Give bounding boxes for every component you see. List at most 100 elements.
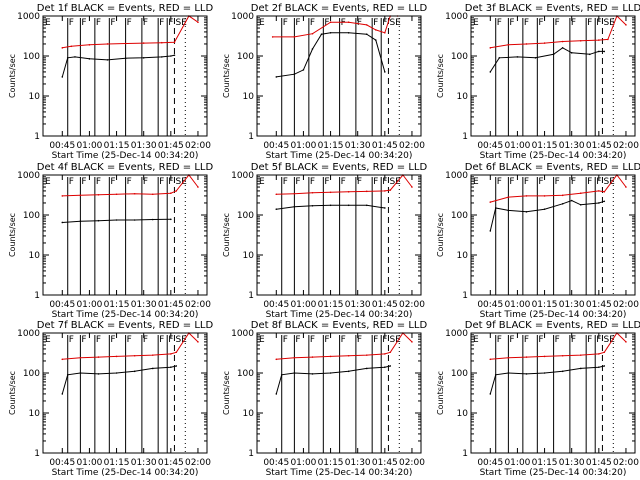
- y-tick-label: 100: [451, 211, 468, 221]
- data-point-black: [170, 218, 172, 221]
- data-point-red: [170, 353, 172, 355]
- data-point-black: [275, 76, 278, 78]
- y-tick-label: 1000: [445, 171, 468, 181]
- data-point-black: [329, 32, 332, 34]
- x-tick-label: 01:30: [345, 141, 371, 151]
- plot-frame: [42, 15, 208, 137]
- marker-f-label: F: [357, 18, 362, 28]
- data-point-red: [293, 36, 296, 38]
- data-point-black: [293, 73, 296, 76]
- x-tick-label: 02:00: [613, 458, 639, 468]
- x-axis-label: Start Time (25-Dec-14 00:34:20): [266, 151, 413, 161]
- data-point-black: [160, 56, 163, 58]
- data-point-black: [579, 367, 582, 370]
- marker-f-label: F: [159, 335, 164, 345]
- marker-e-label: E: [259, 177, 265, 187]
- data-point-red: [106, 43, 109, 45]
- marker-f-label: F: [341, 177, 346, 187]
- marker-f-label: F: [127, 335, 132, 345]
- data-point-black: [525, 211, 528, 213]
- plot-frame: [42, 174, 208, 296]
- marker-f-label: F: [373, 18, 378, 28]
- data-point-black: [494, 374, 497, 376]
- data-point-red: [170, 192, 172, 195]
- data-point-red: [374, 29, 377, 31]
- series-line-red: [276, 332, 413, 360]
- y-axis-label: Counts/sec: [436, 371, 445, 415]
- series-line-red: [62, 15, 199, 49]
- marker-f-label: F: [324, 177, 329, 187]
- data-point-black: [97, 373, 100, 375]
- x-tick-label: 01:45: [372, 300, 398, 310]
- x-tick-label: 01:15: [104, 300, 130, 310]
- marker-f-label: F: [497, 177, 502, 187]
- marker-f-label: F: [283, 335, 288, 345]
- y-tick-label: 1000: [445, 329, 468, 339]
- x-axis-label: Start Time (25-Dec-14 00:34:20): [52, 468, 199, 478]
- data-point-black: [603, 365, 606, 367]
- marker-se-label: SE: [603, 335, 615, 345]
- marker-f-label: F: [538, 335, 543, 345]
- y-axis-label: Counts/sec: [222, 213, 231, 257]
- data-point-red: [384, 353, 386, 355]
- data-point-black: [489, 230, 492, 232]
- y-tick-label: 100: [23, 369, 40, 379]
- data-point-red: [384, 32, 386, 34]
- data-point-black: [293, 372, 296, 374]
- data-point-black: [588, 53, 591, 56]
- marker-f-label: F: [69, 18, 74, 28]
- series-line-red: [62, 174, 199, 197]
- data-point-black: [374, 39, 377, 41]
- data-point-red: [489, 358, 492, 361]
- data-point-black: [302, 69, 305, 71]
- marker-f-label: F: [587, 335, 592, 345]
- data-point-red: [329, 21, 332, 23]
- marker-f-label: F: [143, 335, 148, 345]
- data-point-red: [525, 43, 528, 45]
- plot-frame: [470, 15, 636, 137]
- x-tick-label: 01:30: [131, 141, 157, 151]
- marker-f-label: F: [283, 177, 288, 187]
- x-tick-label: 01:45: [158, 300, 184, 310]
- y-tick-label: 100: [237, 211, 254, 221]
- y-tick-label: 1000: [445, 12, 468, 22]
- x-tick-label: 00:45: [477, 458, 503, 468]
- x-tick-label: 01:30: [559, 300, 585, 310]
- x-axis-label: Start Time (25-Dec-14 00:34:20): [480, 468, 627, 478]
- y-tick-label: 1: [248, 132, 254, 142]
- data-point-red: [525, 195, 528, 197]
- y-tick-label: 1: [34, 291, 40, 301]
- data-point-black: [329, 372, 332, 374]
- data-point-black: [489, 393, 492, 395]
- marker-f-label: F: [310, 18, 315, 28]
- data-point-red: [151, 193, 154, 196]
- y-tick-label: 100: [23, 52, 40, 62]
- x-tick-label: 01:45: [586, 141, 612, 151]
- data-point-black: [275, 208, 278, 210]
- plot-frame: [470, 174, 636, 296]
- x-tick-label: 00:45: [49, 141, 75, 151]
- marker-se-label: SE: [389, 18, 401, 28]
- data-point-red: [329, 191, 332, 194]
- x-tick-label: 00:45: [477, 141, 503, 151]
- data-point-black: [525, 373, 528, 375]
- marker-f-label: F: [538, 177, 543, 187]
- plot-frame: [470, 332, 636, 454]
- x-tick-label: 01:30: [559, 141, 585, 151]
- x-tick-label: 01:45: [158, 458, 184, 468]
- marker-f-label: F: [382, 18, 387, 28]
- data-point-black: [489, 71, 492, 73]
- chart-title: Det 9f BLACK = Events, RED = LLD: [465, 320, 640, 331]
- marker-f-label: F: [571, 335, 576, 345]
- data-point-black: [293, 206, 296, 208]
- data-point-black: [173, 54, 176, 56]
- data-point-red: [525, 356, 528, 358]
- data-point-black: [552, 53, 555, 56]
- y-tick-label: 10: [243, 251, 255, 261]
- x-tick-label: 02:00: [185, 300, 211, 310]
- y-tick-label: 1000: [17, 329, 40, 339]
- data-point-black: [543, 372, 546, 374]
- data-point-black: [142, 57, 145, 59]
- data-point-black: [170, 366, 172, 368]
